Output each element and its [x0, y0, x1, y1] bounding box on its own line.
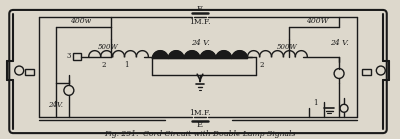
Text: 1M.F.: 1M.F.: [189, 18, 211, 26]
Text: 1: 1: [124, 61, 129, 69]
Polygon shape: [200, 51, 216, 59]
Bar: [362, 69, 371, 75]
Text: 400W: 400W: [306, 17, 328, 25]
Bar: [73, 53, 81, 60]
Text: 24V.: 24V.: [48, 101, 64, 109]
Text: E: E: [197, 5, 203, 13]
Text: 400w: 400w: [70, 17, 91, 25]
Polygon shape: [216, 51, 232, 59]
Polygon shape: [168, 51, 184, 59]
Text: 500W: 500W: [98, 43, 119, 51]
Text: 1M.F.: 1M.F.: [189, 109, 211, 117]
Text: 1: 1: [313, 99, 318, 107]
Text: 24 V.: 24 V.: [330, 39, 348, 47]
Polygon shape: [232, 51, 248, 59]
Bar: [25, 69, 34, 75]
Text: 2: 2: [101, 61, 106, 69]
Text: E: E: [197, 121, 203, 129]
Text: 500W: 500W: [277, 43, 298, 51]
Text: Fig. 291.  Cord Circuit with Double Lamp Signals: Fig. 291. Cord Circuit with Double Lamp …: [104, 130, 296, 138]
Text: 2: 2: [259, 61, 264, 69]
Text: 24 V.: 24 V.: [191, 39, 209, 47]
Text: 3: 3: [67, 52, 71, 60]
Polygon shape: [184, 51, 200, 59]
Polygon shape: [152, 51, 168, 59]
